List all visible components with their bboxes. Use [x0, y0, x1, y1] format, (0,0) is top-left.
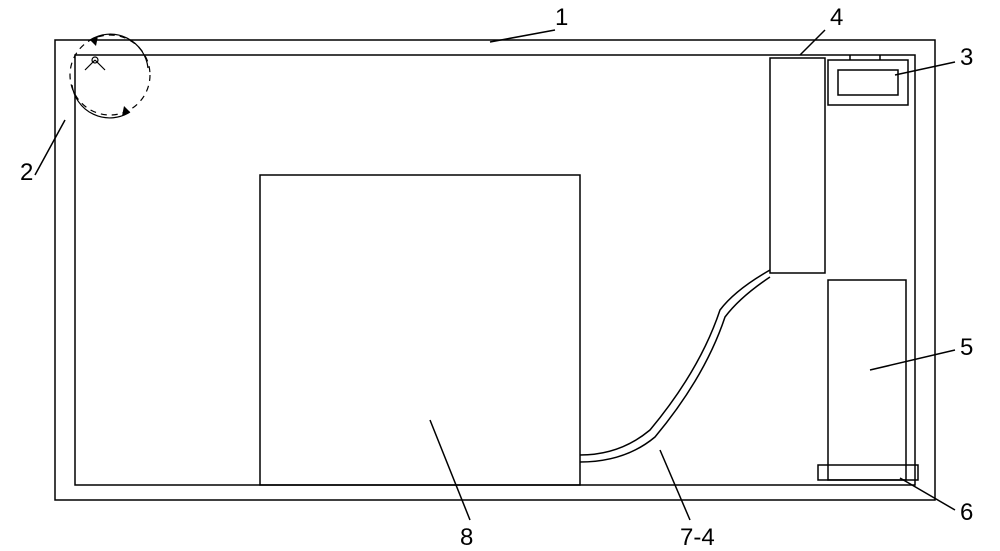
- label-4: 4: [830, 4, 843, 31]
- component-3-inner: [838, 70, 898, 95]
- leader-3: [895, 62, 955, 75]
- component-6: [818, 465, 918, 480]
- outer-box: [55, 40, 935, 500]
- component-3-outer: [828, 60, 908, 105]
- label-3: 3: [960, 44, 973, 71]
- hinge-arrow-arc-2: [72, 85, 130, 118]
- hinge-mark-1: [85, 60, 95, 70]
- leader-8: [430, 420, 470, 520]
- label-7-4: 7-4: [680, 524, 715, 551]
- technical-diagram: 1 2 3 4 5 6 7-4 8: [0, 0, 1000, 551]
- label-6: 6: [960, 499, 973, 526]
- leader-4: [800, 30, 825, 55]
- leader-5: [870, 350, 955, 370]
- label-2: 2: [20, 159, 33, 186]
- cable-7-4-a: [580, 270, 770, 455]
- hinge-mark-2: [95, 60, 105, 70]
- label-8: 8: [460, 524, 473, 551]
- leader-2: [35, 120, 65, 175]
- component-8: [260, 175, 580, 485]
- component-4: [770, 58, 825, 273]
- label-5: 5: [960, 334, 973, 361]
- component-5: [828, 280, 906, 480]
- label-1: 1: [555, 4, 568, 31]
- inner-box: [75, 55, 915, 485]
- diagram-svg: 1 2 3 4 5 6 7-4 8: [0, 0, 1000, 551]
- leader-6: [900, 478, 955, 510]
- cable-7-4-b: [580, 277, 770, 462]
